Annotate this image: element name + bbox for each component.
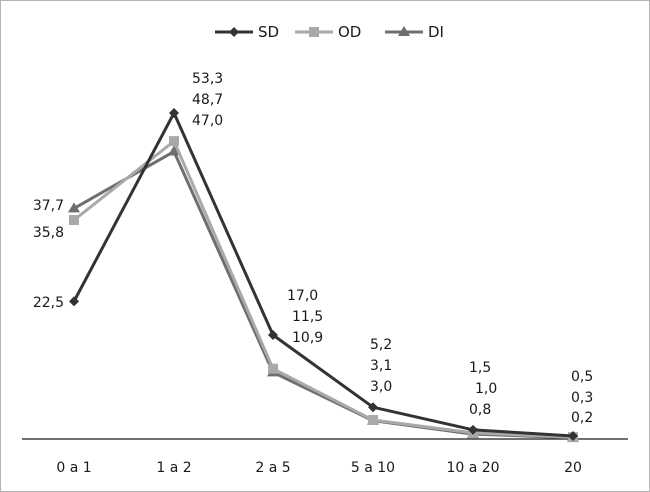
data-label-od: 1,0	[475, 381, 497, 397]
data-label-sd: 22,5	[33, 295, 64, 311]
legend-marker-od	[309, 27, 319, 37]
point-sd	[468, 424, 478, 435]
data-label-di: 0,2	[571, 410, 593, 426]
data-label-sd: 53,3	[192, 71, 223, 87]
data-label-sd: 0,5	[571, 369, 593, 385]
data-label-di: 0,8	[469, 402, 491, 418]
series-line-od	[73, 139, 574, 439]
legend-label-sd: SD	[258, 23, 279, 41]
data-label-od: 35,8	[33, 225, 64, 241]
series-line-sd	[72, 111, 574, 438]
point-sd	[268, 330, 278, 341]
data-labels: 37,7 35,8 22,5 53,3 48,7 47,0 17,0 11,5 10,9 5,2 3…	[33, 71, 593, 426]
legend: SD OD DI	[215, 23, 444, 41]
series-lines	[68, 108, 579, 443]
legend-marker-sd	[229, 27, 239, 37]
data-label-od: 48,7	[192, 92, 223, 108]
data-label-di: 37,7	[33, 198, 64, 214]
x-tick-label: 1 a 2	[156, 460, 191, 476]
data-label-di: 3,0	[370, 379, 392, 395]
legend-label-od: OD	[338, 23, 361, 41]
point-sd	[568, 430, 578, 441]
x-tick-label: 5 a 10	[351, 460, 395, 476]
x-tick-label: 2 a 5	[255, 460, 290, 476]
data-label-di: 10,9	[292, 330, 323, 346]
point-od	[69, 215, 79, 226]
x-tick-label: 0 a 1	[56, 460, 91, 476]
point-di	[68, 202, 80, 213]
point-sd	[368, 402, 378, 413]
legend-label-di: DI	[428, 23, 444, 41]
x-tick-labels: 0 a 1 1 a 2 2 a 5 5 a 10 10 a 20 20	[56, 460, 582, 476]
data-label-od: 11,5	[292, 309, 323, 325]
point-od	[368, 415, 378, 426]
data-label-od: 0,3	[571, 390, 593, 406]
point-di	[168, 145, 180, 156]
legend-marker-di	[398, 26, 410, 36]
x-tick-label: 10 a 20	[446, 460, 499, 476]
data-label-sd: 17,0	[287, 288, 318, 304]
point-sd	[169, 108, 179, 118]
data-label-di: 47,0	[192, 113, 223, 129]
data-label-sd: 1,5	[469, 360, 491, 376]
point-od	[268, 363, 278, 374]
point-sd	[69, 296, 79, 307]
point-od	[169, 136, 179, 147]
x-tick-label: 20	[564, 460, 582, 476]
data-label-od: 3,1	[370, 358, 392, 374]
data-label-sd: 5,2	[370, 337, 392, 353]
